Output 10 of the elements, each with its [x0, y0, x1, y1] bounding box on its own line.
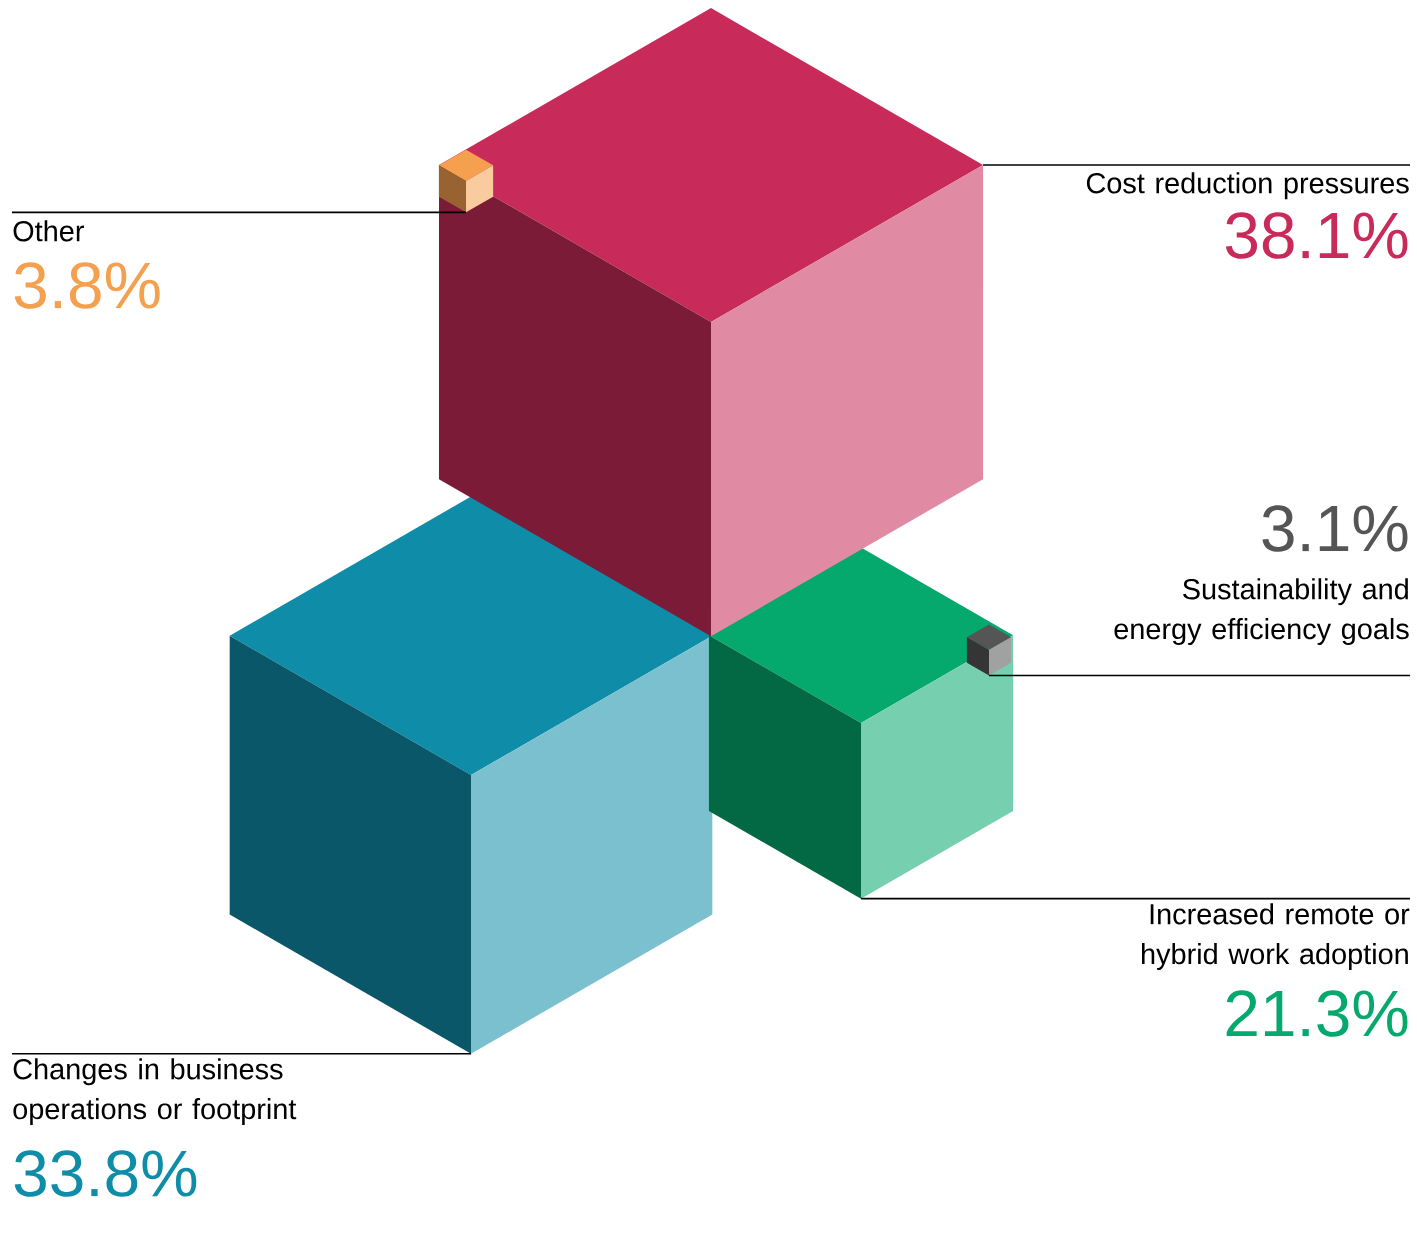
category-label: Increased remote or hybrid work adoption [1142, 903, 1410, 970]
data-label: 33.8% [14, 1150, 197, 1197]
category-label: Other [13, 220, 84, 242]
data-label: 3.8% [14, 262, 160, 309]
data-label: 3.1% [1262, 505, 1408, 552]
category-label: Changes in business operations or footprint [13, 1058, 297, 1125]
category-label: Sustainability and energy efficiency goals [1114, 578, 1409, 645]
data-label: 21.3% [1226, 990, 1408, 1037]
category-label: Cost reduction pressures [1086, 172, 1409, 200]
data-label: 38.1% [1225, 212, 1408, 259]
